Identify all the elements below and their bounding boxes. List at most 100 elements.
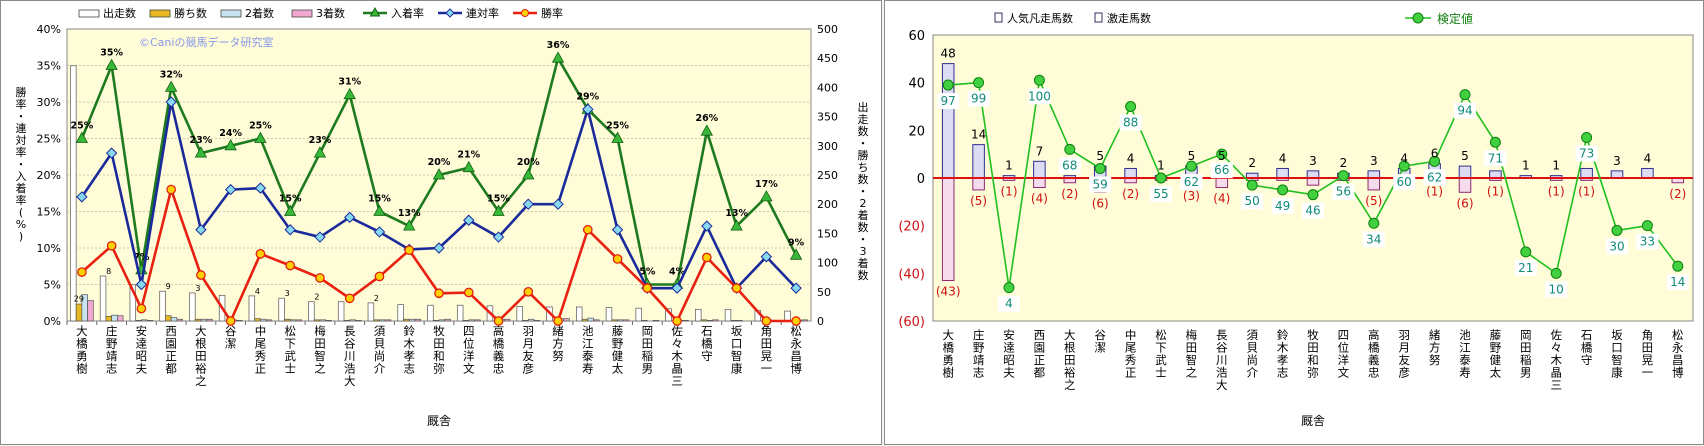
marker-連対率 — [790, 282, 802, 294]
bar-3着数 — [593, 319, 600, 322]
data-label-入着率: 13% — [398, 208, 421, 219]
score-label: 30 — [1609, 239, 1624, 253]
bar-激走馬数 — [1033, 177, 1046, 189]
legend-label: 人気凡走馬数 — [1007, 11, 1073, 25]
bar-3着数 — [265, 319, 273, 322]
top-value-label: 3 — [1613, 154, 1621, 168]
legend-label: 2着数 — [245, 6, 274, 20]
bar-出走数 — [516, 306, 523, 322]
data-label-入着率: 36% — [547, 40, 570, 51]
bar-勝ち数 — [403, 318, 410, 322]
marker-勝率 — [434, 288, 444, 299]
left-tick-label: 25% — [37, 133, 61, 146]
left-tick-label: 40% — [37, 23, 61, 36]
score-label-bg — [1119, 114, 1142, 131]
y-axis-left-label: 勝率・連対率・入着率(%) — [16, 85, 27, 243]
bar-人気凡走馬数 — [1610, 170, 1624, 179]
category-label: 安達昭夫 — [1003, 328, 1015, 380]
score-label: 59 — [1093, 177, 1108, 191]
bar-出走数 — [724, 308, 732, 322]
category-label: 大橋勇樹 — [942, 328, 954, 380]
legend-label: 出走数 — [103, 6, 136, 20]
bar-3着数 — [444, 318, 451, 322]
score-label: 10 — [1549, 282, 1564, 296]
score-label-bg — [1302, 202, 1324, 219]
bottom-value-label: (1) — [1548, 184, 1565, 198]
marker-勝率 — [672, 316, 682, 326]
left-tick-label: 20% — [37, 169, 61, 182]
category-label: 庄野靖志 — [106, 324, 118, 376]
legend-marker — [369, 6, 381, 17]
bar-出走数 — [278, 297, 285, 322]
data-label-入着率: 7% — [133, 252, 150, 263]
data-label-入着率: 31% — [338, 77, 361, 88]
left-tick-label: 10% — [37, 242, 61, 255]
category-label: 庄野靖志 — [973, 328, 985, 380]
y-tick-label: 60 — [908, 29, 925, 44]
category-label: 羽月友彦 — [1398, 328, 1410, 380]
score-label: 66 — [1214, 163, 1229, 177]
score-label: 14 — [1670, 275, 1685, 289]
marker-連対率 — [373, 226, 386, 238]
marker-検定値 — [1033, 74, 1045, 86]
bar-2着数 — [349, 319, 356, 322]
marker-連対率 — [314, 231, 326, 243]
bar-勝ち数 — [700, 319, 708, 322]
bar-激走馬数 — [1215, 177, 1229, 189]
category-label: 大根田裕之 — [1064, 328, 1076, 392]
bar-2着数 — [736, 320, 743, 322]
score-label-bg — [1454, 102, 1476, 119]
top-value-label: 14 — [971, 128, 986, 142]
bar-2着数 — [527, 318, 535, 322]
y-tick-label: 40 — [908, 77, 925, 92]
marker-連対率 — [492, 231, 505, 243]
marker-入着率 — [522, 168, 535, 180]
bottom-value-label: (1) — [1487, 184, 1504, 198]
marker-入着率 — [551, 51, 565, 63]
marker-検定値 — [1094, 162, 1106, 174]
marker-勝率 — [285, 260, 296, 271]
score-label: 21 — [1518, 261, 1533, 275]
score-label: 88 — [1123, 116, 1138, 130]
bar-人気凡走馬数 — [1580, 167, 1593, 179]
score-label-bg — [1089, 176, 1112, 193]
legend-swatch — [1094, 12, 1103, 23]
top-value-label: 3 — [1309, 154, 1317, 168]
left-tick-label: 15% — [37, 206, 61, 219]
category-label: 中尾秀正 — [255, 324, 267, 376]
marker-入着率 — [313, 146, 327, 158]
score-label-bg — [1058, 157, 1081, 174]
bar-3着数 — [206, 318, 213, 322]
marker-入着率 — [164, 80, 178, 92]
y-tick-label: 0 — [917, 172, 925, 187]
category-label: 梅田智之 — [1186, 328, 1198, 380]
marker-勝率 — [196, 270, 206, 280]
top-value-label: 5 — [1461, 149, 1469, 163]
bar-2着数 — [111, 314, 118, 322]
right-tick-label: 200 — [817, 198, 838, 211]
category-label: 緒方努 — [1429, 328, 1441, 367]
marker-勝率 — [523, 286, 534, 297]
category-label: 高橋義忠 — [1368, 328, 1380, 380]
marker-入着率 — [760, 190, 773, 202]
bar-2着数 — [438, 319, 446, 322]
bar-勝ち数 — [135, 320, 142, 322]
score-label-bg — [1393, 174, 1416, 191]
bar-出走数 — [605, 307, 613, 322]
marker-勝率 — [404, 245, 415, 256]
marker-検定値 — [1672, 260, 1684, 272]
bar-3着数 — [355, 320, 362, 322]
left-chart-panel: 0% 5% 10% 15% 20% 25% 30% 35% 40% 0 50 100 150 200 250… — [0, 0, 882, 445]
marker-連対率 — [582, 103, 594, 116]
category-label: 西園正都 — [1034, 328, 1046, 380]
category-label: 坂口智康 — [731, 324, 743, 376]
marker-連対率 — [433, 242, 445, 254]
bar-3着数 — [712, 319, 719, 322]
score-label: 99 — [971, 92, 986, 106]
marker-連対率 — [611, 224, 624, 236]
bar-2着数 — [587, 317, 594, 322]
right-tick-label: 100 — [817, 257, 838, 270]
bar-勝ち数 — [105, 315, 112, 322]
marker-連対率 — [284, 224, 296, 236]
data-label-入着率: 20% — [428, 157, 451, 168]
